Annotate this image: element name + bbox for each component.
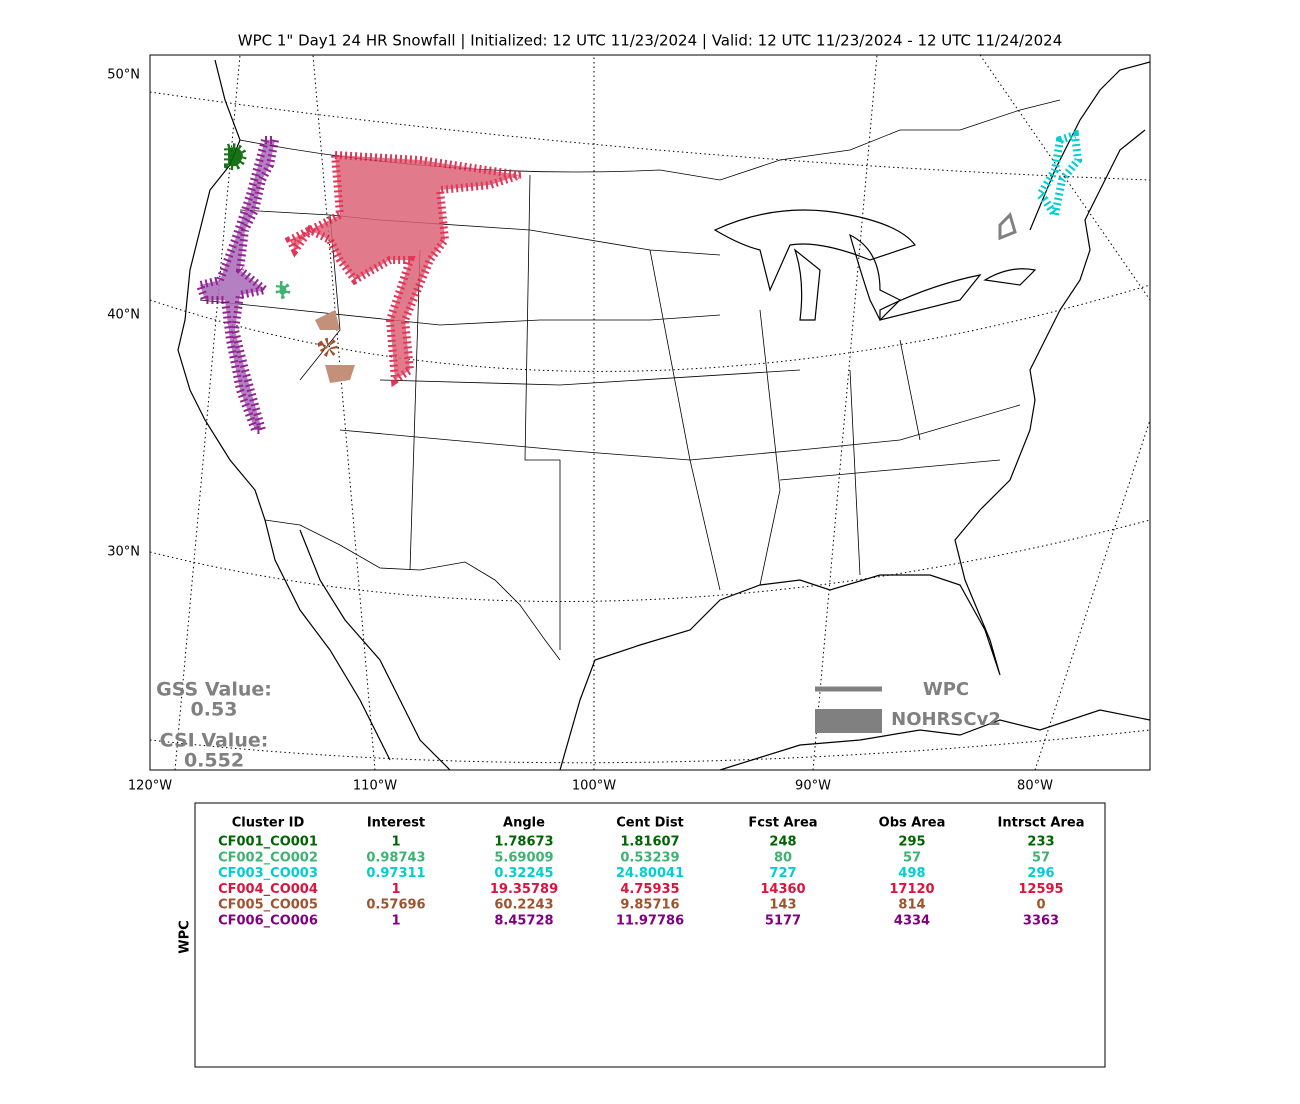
- table-cell: 60.2243: [494, 898, 553, 913]
- lake: [713, 209, 916, 292]
- table-cell: 9.85716: [620, 898, 679, 913]
- table-cell: 0.57696: [366, 898, 425, 913]
- column-header: Cluster ID: [232, 816, 305, 831]
- parallel: [150, 519, 1150, 602]
- column-header: Cent Dist: [616, 816, 684, 831]
- table-cell: 296: [1027, 866, 1054, 881]
- cluster: [284, 150, 522, 388]
- table-frame: [194, 802, 1106, 1068]
- table-cell: 0.32245: [494, 866, 553, 881]
- table-cell: 0.53239: [620, 850, 679, 865]
- lake: [879, 274, 982, 321]
- legend-label: NOHRSCv2: [891, 709, 1001, 730]
- table-cell: 1: [391, 882, 400, 897]
- csi-label: CSI Value:: [160, 730, 269, 752]
- table-cell: 233: [1027, 835, 1054, 850]
- coastline: [719, 709, 1150, 770]
- table: Cluster ID Interest Angle Cent Dist Fcst Are…: [218, 816, 1084, 929]
- lat-label: 40°N: [107, 308, 140, 323]
- table-cell: CF006_CO006: [218, 914, 318, 929]
- cluster: [275, 280, 291, 299]
- border: [264, 519, 561, 661]
- table-cell: CF004_CO004: [218, 882, 318, 897]
- meridian: [979, 55, 1150, 301]
- lon-label: 80°W: [1017, 779, 1053, 794]
- meridian: [1034, 419, 1150, 770]
- table-cell: 14360: [760, 882, 805, 897]
- map-frame: [149, 54, 1151, 771]
- table-cell: 1.78673: [494, 835, 553, 850]
- column-header: Intrsct Area: [998, 816, 1085, 831]
- lon-label: 90°W: [795, 779, 831, 794]
- clusters: [194, 129, 1083, 434]
- legend-swatch: [815, 709, 882, 733]
- lat-label: 50°N: [107, 68, 140, 83]
- table-side-label: WPC: [178, 920, 193, 953]
- table-cell: 0.97311: [366, 866, 425, 881]
- table-cell: 4.75935: [620, 882, 679, 897]
- lake: [849, 233, 902, 322]
- cluster: [317, 337, 339, 358]
- table-cell: 5177: [765, 914, 801, 929]
- table-cell: 12595: [1018, 882, 1063, 897]
- table-cell: 24.80041: [616, 866, 684, 881]
- csi-value: 0.552: [184, 750, 244, 772]
- coastline: [299, 529, 451, 770]
- table-cell: CF002_CO002: [218, 850, 318, 865]
- lon-label: 110°W: [353, 779, 397, 794]
- gss-label: GSS Value:: [156, 679, 272, 701]
- table-cell: 248: [769, 835, 796, 850]
- lake: [793, 248, 821, 321]
- lon-label: 100°W: [572, 779, 616, 794]
- table-cell: 8.45728: [494, 914, 553, 929]
- table-cell: 57: [903, 850, 921, 865]
- table-cell: 1: [391, 914, 400, 929]
- table-cell: CF001_CO001: [218, 835, 318, 850]
- table-cell: 295: [898, 835, 925, 850]
- table-cell: 4334: [894, 914, 930, 929]
- table-cell: 727: [769, 866, 796, 881]
- column-header: Interest: [367, 816, 425, 831]
- table-cell: 814: [898, 898, 925, 913]
- obs-area: [998, 212, 1017, 241]
- lat-label: 30°N: [107, 545, 140, 560]
- gss-value: 0.53: [191, 699, 238, 721]
- table-cell: 57: [1032, 850, 1050, 865]
- obs-area: [315, 310, 355, 383]
- map: 50°N 40°N 30°N 120°W 110°W 100°W 90°W 80…: [107, 54, 1151, 794]
- column-header: Angle: [503, 816, 545, 831]
- table-cell: 143: [769, 898, 796, 913]
- lake: [983, 268, 1037, 286]
- table-cell: 498: [898, 866, 925, 881]
- table-cell: 80: [774, 850, 792, 865]
- lon-label: 120°W: [128, 779, 172, 794]
- cluster: [194, 136, 280, 434]
- table-cell: 1.81607: [620, 835, 679, 850]
- legend: WPC NOHRSCv2: [815, 679, 1001, 733]
- table-cell: 3363: [1023, 914, 1059, 929]
- map-title: WPC 1" Day1 24 HR Snowfall | Initialized…: [238, 32, 1063, 50]
- table-cell: 19.35789: [490, 882, 558, 897]
- table-cell: 5.69009: [494, 850, 553, 865]
- table-cell: 1: [391, 835, 400, 850]
- scores: GSS Value: 0.53 CSI Value: 0.552: [156, 679, 272, 772]
- coastline: [559, 129, 1146, 770]
- parallel: [150, 91, 1150, 181]
- table-cell: 11.97786: [616, 914, 684, 929]
- table-cell: CF005_CO005: [218, 898, 318, 913]
- parallel: [150, 284, 1150, 372]
- cluster: [224, 143, 248, 171]
- table-cell: CF003_CO003: [218, 866, 318, 881]
- table-cell: 17120: [889, 882, 934, 897]
- legend-label: WPC: [923, 679, 969, 700]
- column-header: Fcst Area: [748, 816, 817, 831]
- table-cell: 0.98743: [366, 850, 425, 865]
- cluster: [1034, 129, 1083, 226]
- column-header: Obs Area: [879, 816, 946, 831]
- table-cell: 0: [1036, 898, 1045, 913]
